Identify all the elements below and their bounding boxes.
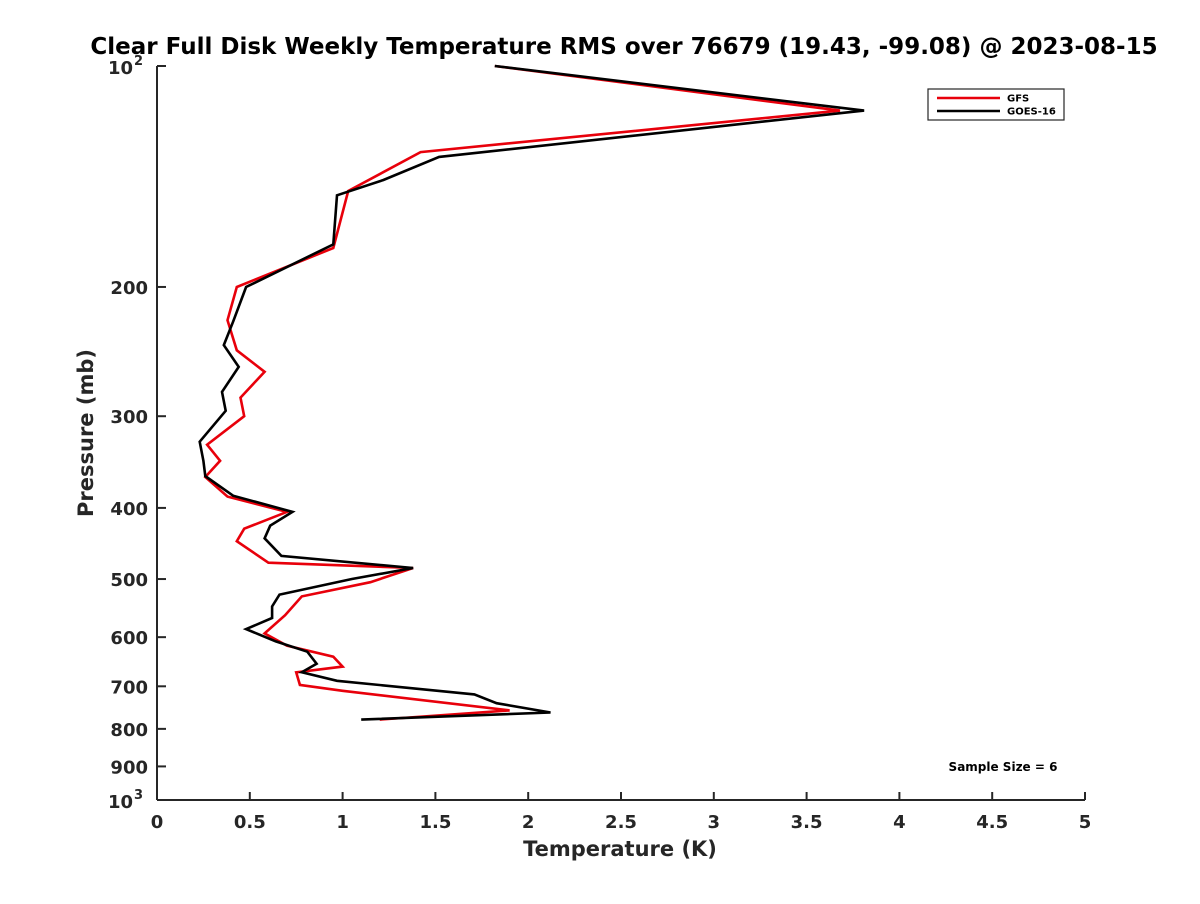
x-tick-label: 2 (522, 812, 535, 833)
y-tick-label: 10 (108, 792, 133, 813)
x-tick-label: 5 (1079, 812, 1092, 833)
x-tick-label: 2.5 (605, 812, 637, 833)
legend-label: GOES-16 (1007, 107, 1056, 118)
y-tick-label: 900 (110, 757, 148, 778)
y-tick-label: 300 (110, 407, 148, 428)
x-tick-label: 4.5 (976, 812, 1008, 833)
y-tick-label: 400 (110, 499, 148, 520)
x-ticks: 0 0.5 1 1.5 2 2.5 3 3.5 4 4.5 5 (151, 792, 1092, 833)
chart-title: Clear Full Disk Weekly Temperature RMS o… (90, 34, 1157, 60)
legend-label: GFS (1007, 94, 1029, 105)
legend: GFS GOES-16 (927, 88, 1065, 121)
x-axis-label: Temperature (K) (523, 837, 717, 861)
plot-lines (198, 64, 865, 721)
x-tick-label: 1.5 (419, 812, 451, 833)
sample-size-annotation: Sample Size = 6 (949, 760, 1058, 774)
legend-box (927, 88, 1065, 121)
x-tick-label: 0 (151, 812, 164, 833)
x-tick-label: 4 (893, 812, 906, 833)
x-tick-label: 3 (708, 812, 721, 833)
y-tick-label: 10 (108, 58, 133, 79)
y-axis-label: Pressure (mb) (74, 349, 98, 517)
y-tick-label: 500 (110, 570, 148, 591)
y-tick-label-exponent: 2 (134, 54, 143, 69)
series-line-gfs (203, 64, 841, 721)
axes (156, 66, 1085, 801)
y-tick-label: 600 (110, 628, 148, 649)
y-tick-label: 800 (110, 720, 148, 741)
x-tick-label: 0.5 (234, 812, 266, 833)
y-tick-label: 700 (110, 677, 148, 698)
series-line-goes-16 (198, 64, 865, 721)
x-tick-label: 1 (336, 812, 349, 833)
y-tick-label-exponent: 3 (134, 788, 143, 803)
x-tick-label: 3.5 (791, 812, 823, 833)
y-tick-label: 200 (110, 278, 148, 299)
